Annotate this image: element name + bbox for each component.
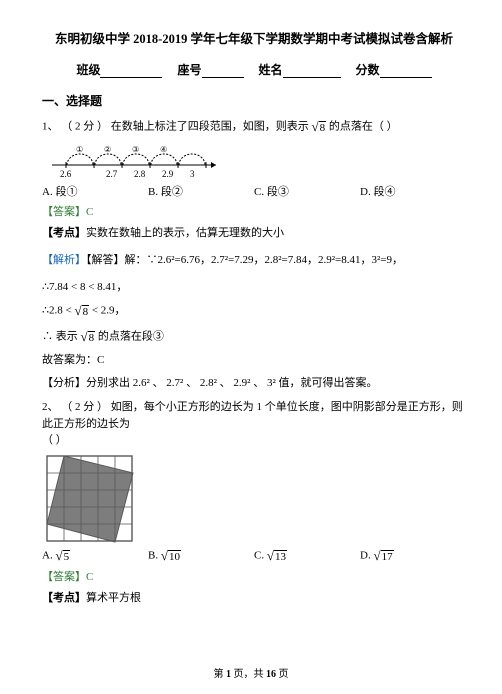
q1-calc1: ∴7.84 < 8 < 8.41， <box>42 279 466 296</box>
page-title: 东明初级中学 2018-2019 学年七年级下学期数学期中考试模拟试卷含解析 <box>42 28 466 47</box>
svg-text:①: ① <box>76 145 83 154</box>
q2-figure <box>46 455 466 543</box>
q1-stem-a: 在数轴上标注了四段范围，如图，则表示 <box>111 120 309 132</box>
svg-text:④: ④ <box>160 145 167 154</box>
q1-calc3: ∴ 表示 √8 的点落在段③ <box>42 327 466 347</box>
q1-opt-b: B. 段② <box>148 184 254 201</box>
sqrt-icon: √10 <box>161 546 181 566</box>
class-blank <box>100 77 162 78</box>
q2-keypoint: 【考点】算术平方根 <box>42 590 466 607</box>
q2-answer: 【答案】C <box>42 569 466 586</box>
q1-analysis: 【解析】【解答】解：∵2.6²=6.76，2.7²=7.29，2.8²=7.84… <box>42 251 466 271</box>
answer-label: 【答案】 <box>42 571 86 583</box>
name-blank <box>283 77 341 78</box>
q1-stem: 1、 （ 2 分 ） 在数轴上标注了四段范围，如图，则表示 √8 的点落在（ ） <box>42 117 466 137</box>
q1-figure: 2.6 2.7 2.8 2.9 3 ① ② ③ ④ <box>42 141 466 181</box>
svg-text:2.6: 2.6 <box>60 169 72 179</box>
q1-calc2: ∴2.8 < √8 < 2.9， <box>42 301 466 321</box>
svg-text:②: ② <box>104 145 111 154</box>
q2-keypoint-text: 算术平方根 <box>86 592 141 604</box>
section-title: 一、选择题 <box>42 92 466 109</box>
seat-label: 座号 <box>177 63 201 77</box>
footer-page: 1 <box>226 669 231 680</box>
class-label: 班级 <box>76 63 100 77</box>
summary-label: 【分析】 <box>42 377 86 389</box>
svg-text:2.7: 2.7 <box>106 169 118 179</box>
header-fields: 班级 座号 姓名 分数 <box>42 61 466 78</box>
q1-calc4: 故答案为：C <box>42 352 466 369</box>
q2-opt-d: D. √17 <box>360 546 466 566</box>
sqrt-icon: √17 <box>373 546 393 566</box>
q1-answer-val: C <box>86 206 93 218</box>
q1-stem-b: 的点落在（ ） <box>329 120 398 132</box>
q1-calc2a: ∴2.8 < <box>42 305 72 317</box>
q1-num: 1、 <box>42 120 59 132</box>
sqrt8-icon: √8 <box>81 327 96 347</box>
q2-answer-val: C <box>86 571 93 583</box>
page-footer: 第 1 页，共 16 页 <box>0 665 502 680</box>
q2-stem: 2、 （ 2 分 ） 如图，每个小正方形的边长为 1 个单位长度，图中阴影部分是… <box>42 399 466 449</box>
q1-summary-text: 分别求出 2.6² 、 2.7² 、 2.8² 、 2.9² 、 3² 值，就可… <box>86 377 378 389</box>
svg-text:③: ③ <box>132 145 139 154</box>
score-label: 分数 <box>356 63 380 77</box>
q1-opt-d: D. 段④ <box>360 184 466 201</box>
sqrt8-icon: √8 <box>312 117 327 137</box>
svg-text:3: 3 <box>190 169 195 179</box>
svg-text:2.8: 2.8 <box>134 169 146 179</box>
q2-stem-b: （ ） <box>42 434 67 446</box>
footer-c: 页，共 <box>234 669 264 680</box>
keypoint-label: 【考点】 <box>42 227 86 239</box>
q1-analysis-body: ∵2.6²=6.76，2.7²=7.29，2.8²=7.84，2.9²=8.41… <box>147 254 404 266</box>
seat-blank <box>202 77 244 78</box>
sqrt8-icon: √8 <box>74 301 89 321</box>
q1-calc3b: 的点落在段③ <box>98 330 164 342</box>
q1-summary: 【分析】分别求出 2.6² 、 2.7² 、 2.8² 、 2.9² 、 3² … <box>42 375 466 392</box>
sqrt-icon: √13 <box>267 546 287 566</box>
svg-text:2.9: 2.9 <box>162 169 174 179</box>
q1-analysis-head: 【解答】解： <box>86 254 147 266</box>
q1-points: （ 2 分 ） <box>61 120 108 132</box>
footer-a: 第 <box>214 669 224 680</box>
q1-calc2b: < 2.9， <box>92 305 126 317</box>
q2-opt-c: C. √13 <box>254 546 360 566</box>
q2-points: （ 2 分 ） <box>61 401 108 413</box>
footer-total: 16 <box>266 669 276 680</box>
q1-calc3a: ∴ 表示 <box>42 330 78 342</box>
q2-opt-a: A. √5 <box>42 546 148 566</box>
analysis-label: 【解析】 <box>42 254 86 266</box>
footer-e: 页 <box>279 669 289 680</box>
keypoint-label: 【考点】 <box>42 592 86 604</box>
q1-opt-c: C. 段③ <box>254 184 360 201</box>
q2-num: 2、 <box>42 401 59 413</box>
q1-opt-a: A. 段① <box>42 184 148 201</box>
question-1: 1、 （ 2 分 ） 在数轴上标注了四段范围，如图，则表示 √8 的点落在（ ）… <box>42 117 466 391</box>
sqrt-icon: √5 <box>55 546 70 566</box>
score-blank <box>380 77 432 78</box>
question-2: 2、 （ 2 分 ） 如图，每个小正方形的边长为 1 个单位长度，图中阴影部分是… <box>42 399 466 606</box>
q2-options: A. √5 B. √10 C. √13 D. √17 <box>42 546 466 566</box>
q2-opt-b: B. √10 <box>148 546 254 566</box>
q1-keypoint: 【考点】实数在数轴上的表示，估算无理数的大小 <box>42 225 466 242</box>
name-label: 姓名 <box>259 63 283 77</box>
q1-keypoint-text: 实数在数轴上的表示，估算无理数的大小 <box>86 227 284 239</box>
answer-label: 【答案】 <box>42 206 86 218</box>
q1-answer: 【答案】C <box>42 204 466 221</box>
q1-options: A. 段① B. 段② C. 段③ D. 段④ <box>42 184 466 201</box>
